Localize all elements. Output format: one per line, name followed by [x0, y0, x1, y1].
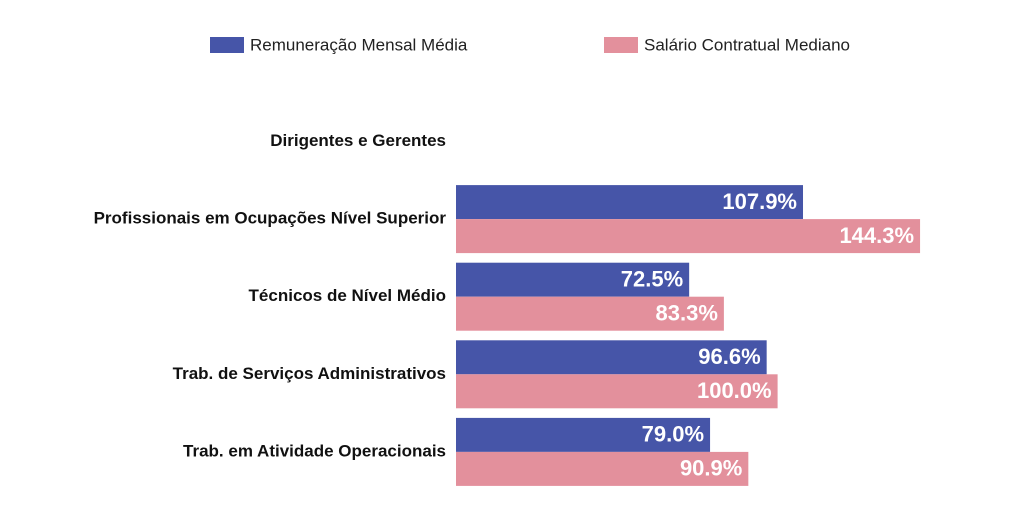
value-label: 90.9% — [680, 456, 742, 481]
category-label: Trab. de Serviços Administrativos — [173, 364, 446, 383]
bar — [456, 340, 767, 375]
bar — [456, 417, 711, 452]
legend-swatch — [210, 37, 244, 53]
bar — [456, 219, 921, 254]
value-label: 79.0% — [642, 422, 704, 447]
value-label: 100.0% — [697, 378, 772, 403]
legend-swatch — [604, 37, 638, 53]
category-label: Técnicos de Nível Médio — [249, 286, 446, 305]
category-label: Trab. em Atividade Operacionais — [183, 441, 446, 460]
category-label: Dirigentes e Gerentes — [270, 131, 446, 150]
category-label: Profissionais em Ocupações Nível Superio… — [94, 209, 447, 228]
value-label: 83.3% — [656, 301, 718, 326]
value-label: 72.5% — [621, 267, 683, 292]
bar — [456, 296, 724, 331]
legend-label: Salário Contratual Mediano — [644, 35, 850, 54]
bar — [456, 262, 690, 297]
value-label: 96.6% — [698, 344, 760, 369]
bar — [456, 451, 749, 486]
bar — [456, 374, 778, 409]
legend-label: Remuneração Mensal Média — [250, 35, 468, 54]
value-label: 144.3% — [839, 223, 914, 248]
value-label: 107.9% — [722, 189, 797, 214]
bar — [456, 185, 804, 220]
